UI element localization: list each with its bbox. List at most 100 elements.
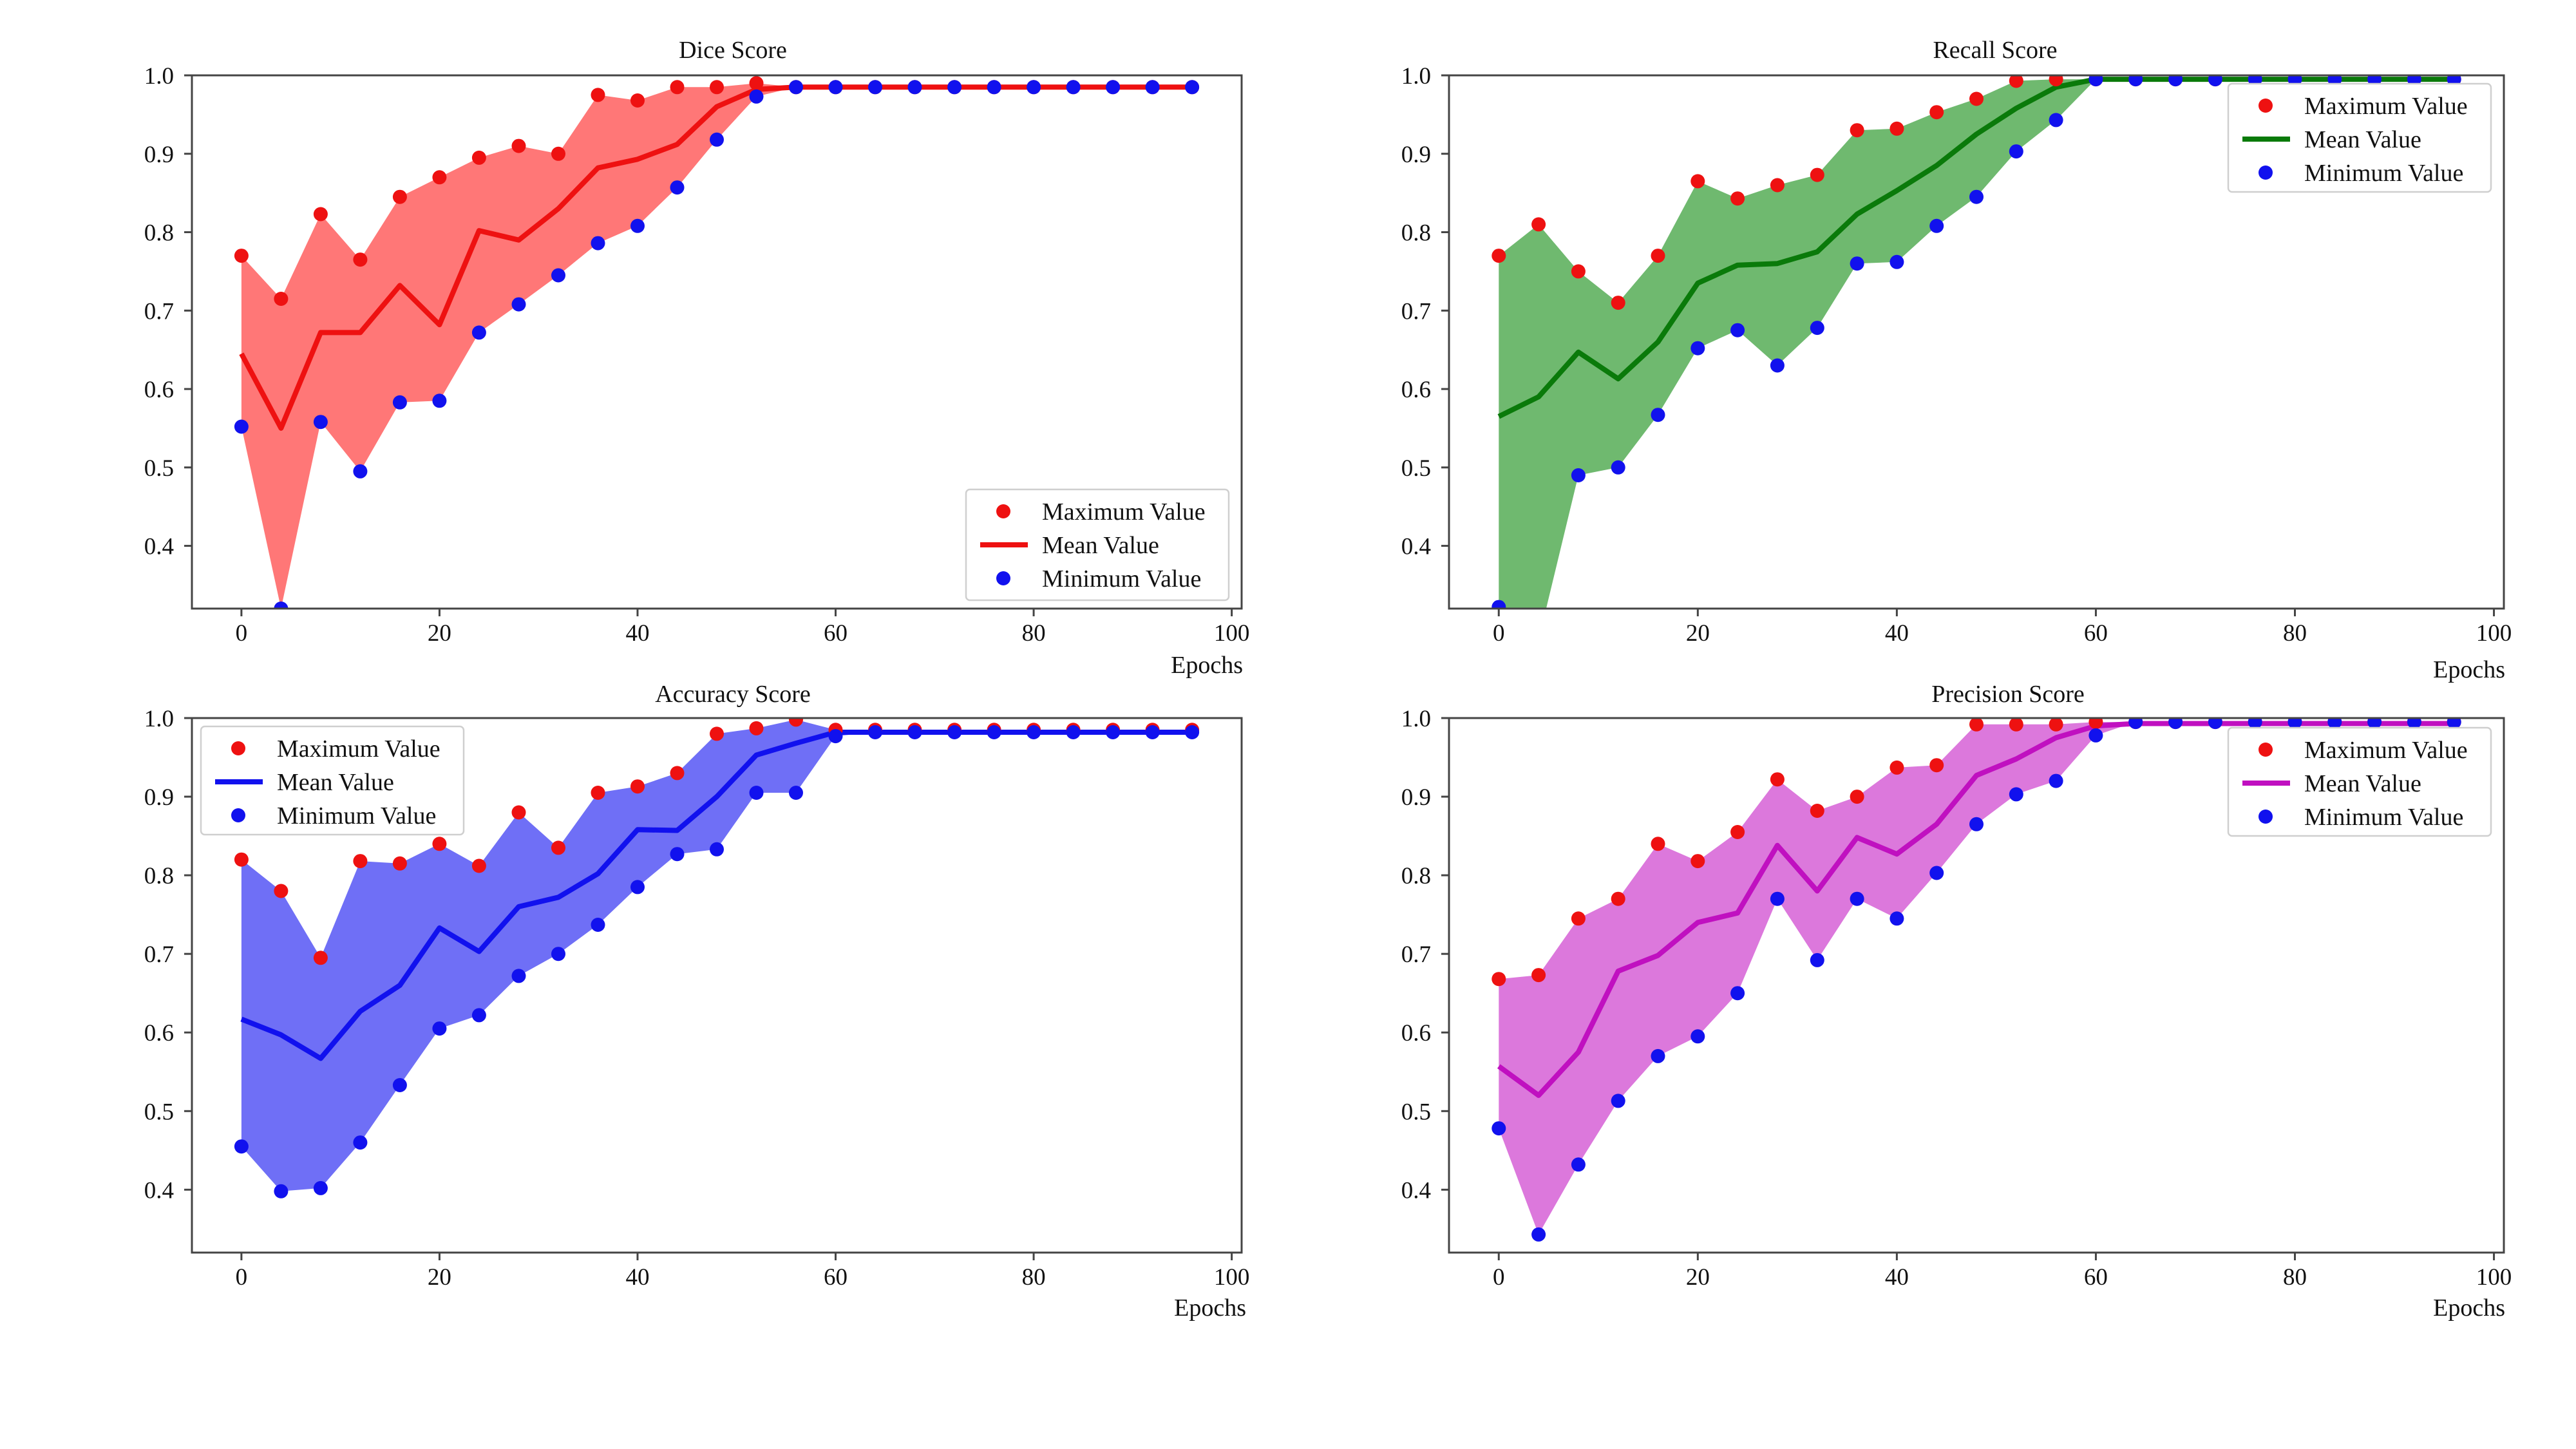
min-value-point (1969, 189, 1984, 204)
max-value-point (630, 93, 645, 108)
min-value-point (313, 415, 328, 430)
legend-label: Mean Value (2304, 770, 2421, 797)
x-tick-label: 20 (1686, 620, 1710, 647)
max-value-point (471, 858, 486, 873)
chart-title: Accuracy Score (655, 681, 811, 708)
min-value-point (2407, 718, 2421, 730)
min-value-point (907, 725, 922, 739)
max-value-point (591, 88, 605, 102)
min-value-point (1611, 460, 1625, 475)
y-tick-label: 0.6 (144, 377, 174, 403)
min-value-point (392, 395, 407, 410)
min-value-point (1027, 80, 1041, 95)
axes-frame (1448, 717, 2505, 1254)
legend: Maximum Value Mean Value Minimum Value (2227, 82, 2492, 193)
x-tick-label: 100 (2476, 620, 2512, 647)
dice-score-chart: Dice Score Epochs 0.4 0.5 0.6 0.7 0.8 0.9 1.0 0… (144, 37, 1250, 679)
min-value-point (1145, 725, 1160, 739)
min-value-point (1106, 80, 1121, 95)
x-tick-label: 40 (625, 1264, 649, 1291)
min-value-point (1106, 725, 1121, 739)
min-value-point (670, 847, 685, 862)
max-value-point (749, 721, 764, 735)
min-value-point (2049, 773, 2063, 788)
legend-marker-swatch (2259, 810, 2273, 824)
min-value-point (1066, 80, 1081, 95)
plot-area (234, 718, 1200, 1198)
max-value-point (2049, 718, 2063, 732)
max-value-point (1690, 854, 1705, 869)
x-tick-label: 0 (236, 620, 248, 647)
legend-label: Mean Value (277, 769, 394, 796)
min-value-point (551, 947, 565, 961)
min-value-point (432, 393, 447, 408)
x-tick-label: 0 (1493, 1264, 1505, 1291)
max-value-point (749, 76, 764, 91)
max-value-point (670, 80, 685, 95)
min-value-point (1027, 725, 1041, 739)
y-tick-label: 0.6 (1401, 377, 1431, 403)
chart-title: Recall Score (1933, 37, 2057, 64)
plot-area (1492, 75, 2461, 609)
min-value-point (1492, 1121, 1506, 1136)
min-value-point (868, 725, 882, 739)
max-value-point (1492, 972, 1506, 987)
min-value-point (353, 1135, 368, 1150)
max-value-point (471, 150, 486, 165)
min-value-point (1810, 321, 1824, 336)
min-max-band (241, 719, 1193, 1191)
min-value-point (2248, 718, 2262, 730)
min-value-point (1929, 866, 1944, 880)
x-axis-label: Epochs (2433, 1294, 2505, 1321)
max-value-point (710, 80, 724, 95)
x-tick-label: 60 (2084, 1264, 2108, 1291)
y-tick-label: 1.0 (1401, 63, 1431, 90)
min-value-point (789, 80, 803, 95)
min-value-point (2009, 787, 2023, 802)
x-axis-label: Epochs (2433, 656, 2505, 683)
min-value-point (1850, 891, 1864, 906)
x-tick-label: 0 (1493, 620, 1505, 647)
max-value-point (1611, 296, 1625, 310)
min-value-point (789, 786, 803, 800)
min-value-point (947, 725, 962, 739)
min-value-point (1571, 1157, 1586, 1172)
min-value-point (2009, 144, 2023, 159)
legend-label: Maximum Value (2304, 93, 2468, 120)
x-tick-label: 100 (1214, 620, 1250, 647)
x-tick-label: 60 (824, 620, 848, 647)
max-value-point (551, 146, 565, 161)
max-value-point (1611, 891, 1625, 906)
max-value-point (1889, 121, 1904, 136)
min-value-point (591, 236, 605, 251)
min-value-point (868, 80, 882, 95)
min-value-point (1889, 911, 1904, 926)
max-value-point (274, 292, 289, 306)
min-value-point (2088, 728, 2103, 743)
max-value-point (234, 249, 249, 263)
y-tick-label: 1.0 (144, 706, 174, 732)
min-value-point (511, 969, 526, 983)
min-max-band (241, 83, 1193, 609)
max-value-point (353, 252, 368, 267)
legend-marker-swatch (2259, 743, 2273, 757)
x-tick-label: 40 (1885, 620, 1909, 647)
legend-marker-swatch (2259, 99, 2273, 113)
min-value-point (1531, 1227, 1546, 1242)
x-tick-label: 80 (2283, 1264, 2307, 1291)
x-tick-label: 80 (1022, 620, 1046, 647)
max-value-point (353, 854, 368, 869)
min-value-point (670, 180, 685, 195)
max-value-point (1770, 772, 1785, 787)
min-value-point (2208, 718, 2222, 730)
y-tick-label: 1.0 (1401, 706, 1431, 732)
max-value-point (1730, 825, 1745, 839)
min-value-point (1651, 1048, 1665, 1063)
min-value-point (1185, 725, 1200, 739)
max-value-point (1690, 174, 1705, 189)
max-value-point (1571, 911, 1586, 926)
legend-label: Mean Value (1042, 532, 1159, 559)
x-tick-label: 40 (625, 620, 649, 647)
legend-label: Maximum Value (277, 735, 440, 762)
max-value-point (392, 856, 407, 871)
